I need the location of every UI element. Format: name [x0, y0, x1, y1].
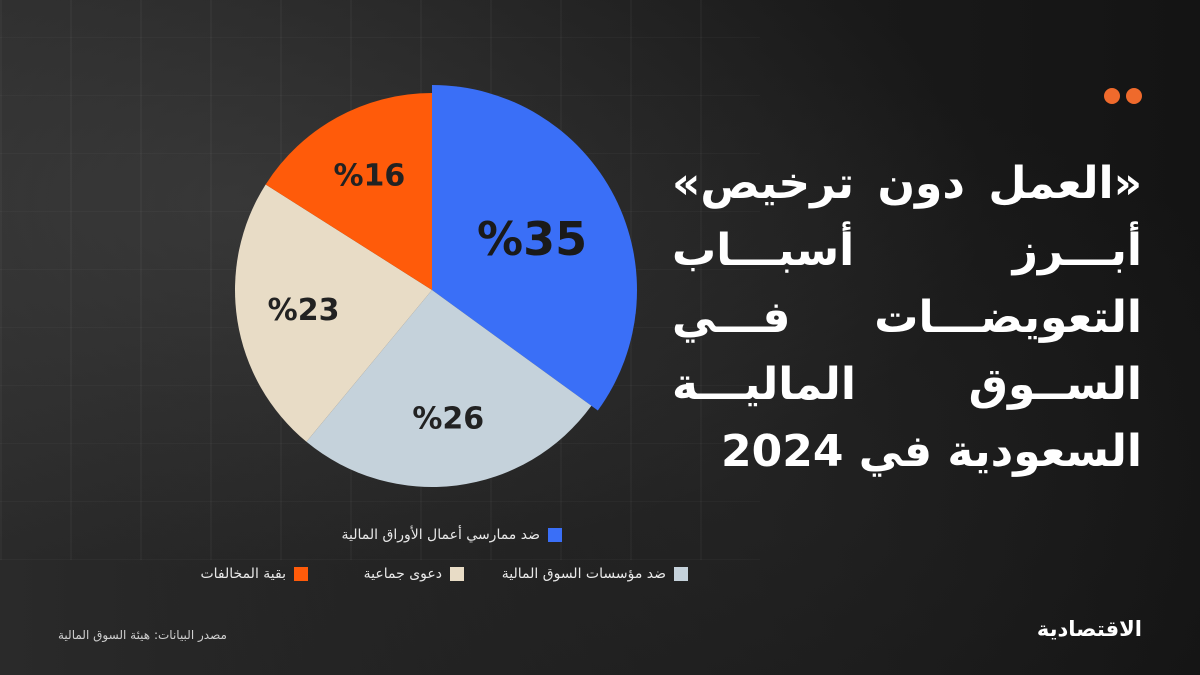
pie-slice-other-violations [265, 92, 432, 290]
legend-item-other-violations: بقية المخالفات [200, 566, 308, 582]
legend-item-practitioners: ضد ممارسي أعمال الأوراق المالية [341, 527, 562, 543]
legend-item-class-action: دعوى جماعية [364, 566, 464, 582]
data-label: %26 [412, 401, 484, 436]
legend-swatch [548, 528, 562, 542]
dot-icon [1126, 88, 1142, 104]
dot-icon [1104, 88, 1120, 104]
legend-label: ضد ممارسي أعمال الأوراق المالية [341, 527, 541, 543]
brand-logo: الاقتصادية [1036, 617, 1143, 641]
headline-line: «العمل دون ترخيص» [672, 158, 1142, 209]
legend-label: بقية المخالفات [200, 566, 286, 582]
legend-swatch [450, 567, 464, 581]
pie-slice-institutions [306, 290, 592, 487]
legend-swatch [294, 567, 308, 581]
legend-item-institutions: ضد مؤسسات السوق المالية [502, 566, 688, 582]
data-source: مصدر البيانات: هيئة السوق المالية [58, 628, 227, 642]
legend-label: دعوى جماعية [363, 566, 442, 582]
legend-label: ضد مؤسسات السوق المالية [501, 566, 666, 582]
pie-slice-practitioners [432, 85, 637, 411]
decorative-dots [1104, 88, 1142, 104]
headline-line: التعويضـــات فـــي [672, 292, 1142, 343]
headline-line: السعودية في 2024 [720, 426, 1142, 477]
data-label: %35 [477, 212, 587, 266]
headline-line: أبـــرز أسبـــاب [672, 225, 1142, 276]
pie-slice-class-action [234, 184, 432, 442]
legend-swatch [674, 567, 688, 581]
headline: «العمل دون ترخيص» أبـــرز أسبـــاب التعو… [672, 150, 1142, 485]
headline-line: الســوق الماليـــة [672, 359, 1142, 410]
data-label: %16 [333, 159, 405, 194]
data-label: %23 [268, 293, 340, 328]
